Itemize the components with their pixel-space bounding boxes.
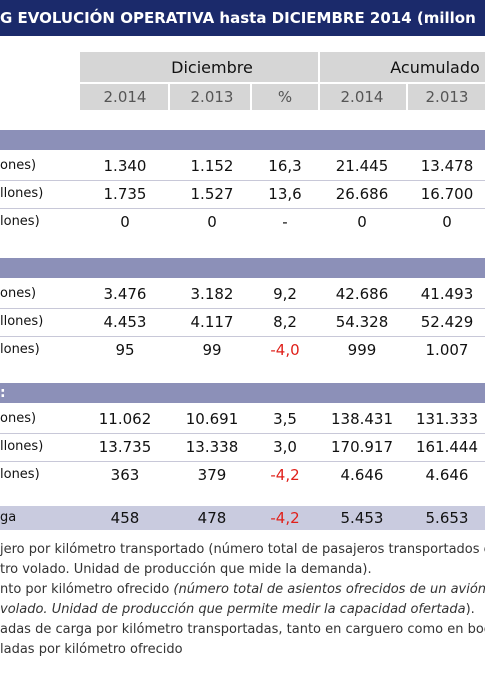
cell: 1.735 [103, 185, 147, 203]
note-text: ladas por kilómetro ofrecido [0, 642, 183, 657]
separator [168, 84, 170, 110]
cell: 3.476 [103, 285, 147, 303]
cell: 1.152 [190, 157, 234, 175]
note: tro volado. Unidad de producción que mid… [0, 561, 372, 579]
row-label: ones) [0, 411, 37, 426]
section-band: : [0, 383, 485, 403]
row-label: ga [0, 510, 17, 525]
cell: 4.117 [190, 313, 234, 331]
cell: 52.429 [420, 313, 474, 331]
row-line [0, 461, 485, 462]
cell: 5.653 [425, 509, 469, 527]
row-label: lones) [0, 467, 40, 482]
note: volado. Unidad de producción que permite… [0, 601, 475, 619]
cell: 0 [120, 213, 130, 231]
separator [80, 82, 485, 84]
note: jero por kilómetro transportado (número … [0, 541, 485, 559]
row-label: lones) [0, 342, 40, 357]
cell: 21.445 [335, 157, 389, 175]
note-text: tro volado. Unidad de producción que mid… [0, 562, 372, 577]
cell: 478 [197, 509, 227, 527]
cell: 16,3 [268, 157, 302, 175]
separator [250, 84, 252, 110]
column-header: 2.014 [103, 88, 147, 106]
row-line [0, 433, 485, 434]
row-label: llones) [0, 186, 44, 201]
column-header: 2.013 [425, 88, 469, 106]
page-title: G EVOLUCIÓN OPERATIVA hasta DICIEMBRE 20… [0, 0, 485, 36]
row-label: llones) [0, 439, 44, 454]
note: nto por kilómetro ofrecido (número total… [0, 581, 485, 599]
cell: 458 [110, 509, 140, 527]
cell: 4.646 [425, 466, 469, 484]
cell: 1.340 [103, 157, 147, 175]
cell: - [282, 213, 288, 231]
cell: 363 [110, 466, 140, 484]
cell: 5.453 [340, 509, 384, 527]
cell: -4,2 [270, 509, 300, 527]
cell: 41.493 [420, 285, 474, 303]
cell: 13,6 [268, 185, 302, 203]
cell: 3,5 [273, 410, 297, 428]
note-italic: (número total de asientos ofrecidos de u… [173, 582, 485, 597]
cell: 170.917 [330, 438, 394, 456]
cell: 16.700 [420, 185, 474, 203]
cell: 13.338 [185, 438, 239, 456]
cell: 131.333 [415, 410, 479, 428]
cell: 1.007 [425, 341, 469, 359]
row-label: ones) [0, 286, 37, 301]
note-text: nto por kilómetro ofrecido [0, 582, 174, 597]
note: adas de carga por kilómetro transportada… [0, 621, 485, 639]
row-line [0, 308, 485, 309]
cell: 0 [207, 213, 217, 231]
note-text: adas de carga por kilómetro transportada… [0, 622, 485, 637]
column-header: 2.013 [190, 88, 234, 106]
cell: 3.182 [190, 285, 234, 303]
row-label: llones) [0, 314, 44, 329]
cell: 13.478 [420, 157, 474, 175]
note-text: ). [465, 602, 475, 617]
separator [406, 84, 408, 110]
cell: 11.062 [98, 410, 152, 428]
cell: 8,2 [273, 313, 297, 331]
cell: 0 [357, 213, 367, 231]
column-header: 2.014 [340, 88, 384, 106]
column-header: % [277, 88, 293, 106]
section-band [0, 258, 485, 278]
group-header: Diciembre [171, 58, 253, 77]
row-line [0, 208, 485, 209]
note-text: jero por kilómetro transportado (número … [0, 542, 485, 557]
total-band [0, 506, 485, 530]
cell: 138.431 [330, 410, 394, 428]
cell: 1.527 [190, 185, 234, 203]
cell: 26.686 [335, 185, 389, 203]
note: ladas por kilómetro ofrecido [0, 641, 183, 659]
cell: 3,0 [273, 438, 297, 456]
cell: -4,2 [270, 466, 300, 484]
cell: -4,0 [270, 341, 300, 359]
cell: 4.453 [103, 313, 147, 331]
cell: 0 [442, 213, 452, 231]
section-band [0, 130, 485, 150]
cell: 379 [197, 466, 227, 484]
cell: 9,2 [273, 285, 297, 303]
cell: 99 [202, 341, 222, 359]
cell: 54.328 [335, 313, 389, 331]
note-italic: volado. Unidad de producción que permite… [0, 602, 466, 617]
row-line [0, 180, 485, 181]
cell: 13.735 [98, 438, 152, 456]
separator [318, 52, 320, 110]
cell: 999 [347, 341, 377, 359]
cell: 10.691 [185, 410, 239, 428]
group-header: Acumulado [390, 58, 480, 77]
cell: 42.686 [335, 285, 389, 303]
cell: 4.646 [340, 466, 384, 484]
table-header [80, 52, 485, 110]
row-line [0, 336, 485, 337]
row-label: ones) [0, 158, 37, 173]
cell: 95 [115, 341, 135, 359]
row-label: lones) [0, 214, 40, 229]
cell: 161.444 [415, 438, 479, 456]
